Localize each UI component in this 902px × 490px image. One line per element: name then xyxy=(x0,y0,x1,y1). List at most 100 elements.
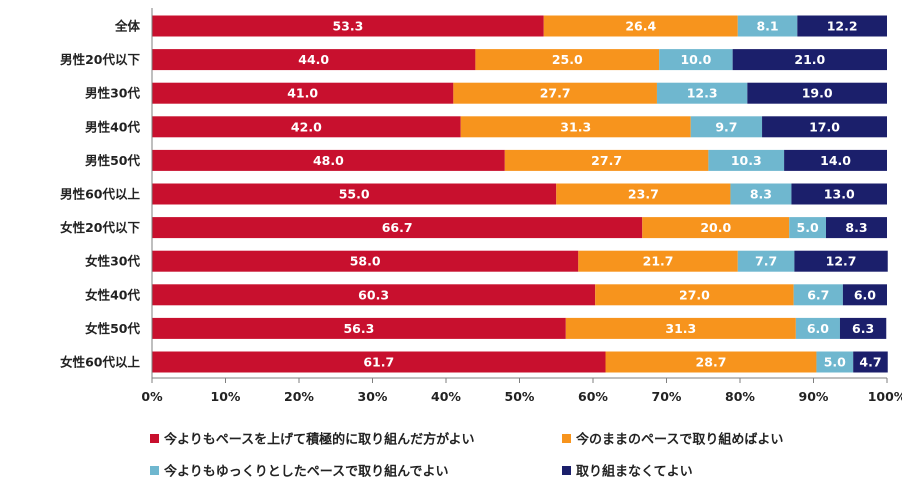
data-label: 8.1 xyxy=(756,19,778,34)
data-label: 6.0 xyxy=(854,287,876,302)
data-label: 6.0 xyxy=(807,321,829,336)
data-label: 44.0 xyxy=(298,52,329,67)
data-label: 23.7 xyxy=(628,187,659,202)
data-label: 20.0 xyxy=(700,220,731,235)
data-label: 58.0 xyxy=(350,254,381,269)
data-label: 17.0 xyxy=(809,119,840,134)
bar-全体-series-1 xyxy=(152,15,544,37)
bar-女性60代以上-series-2 xyxy=(605,351,817,373)
data-label: 41.0 xyxy=(287,86,318,101)
data-label: 25.0 xyxy=(552,52,583,67)
data-label: 27.7 xyxy=(540,86,571,101)
data-label: 28.7 xyxy=(696,355,727,370)
bar-男性20代以下-series-3 xyxy=(659,49,733,71)
data-label: 5.0 xyxy=(824,355,846,370)
bar-男性40代-series-4 xyxy=(762,116,887,138)
category-axis: 全体男性20代以下男性30代男性40代男性50代男性60代以上女性20代以下女性… xyxy=(60,19,140,370)
bar-男性50代-series-3 xyxy=(708,149,785,171)
data-label: 10.3 xyxy=(731,153,762,168)
bar-女性30代-series-1 xyxy=(152,250,579,272)
data-label: 26.4 xyxy=(625,19,656,34)
data-label: 56.3 xyxy=(343,321,374,336)
data-label: 6.3 xyxy=(852,321,874,336)
bar-女性40代-series-3 xyxy=(793,284,843,306)
bar-男性30代-series-3 xyxy=(656,82,748,104)
data-label: 21.7 xyxy=(643,254,674,269)
data-label: 31.3 xyxy=(560,119,591,134)
bar-女性20代以下-series-2 xyxy=(642,217,790,239)
category-label: 男性60代以上 xyxy=(60,187,140,202)
bar-男性60代以上-series-3 xyxy=(730,183,792,205)
bar-女性30代-series-4 xyxy=(794,250,888,272)
data-label: 8.3 xyxy=(845,220,867,235)
bar-全体-series-3 xyxy=(737,15,798,37)
data-label: 12.3 xyxy=(687,86,718,101)
x-tick-label: 50% xyxy=(505,389,535,404)
bar-女性20代以下-series-4 xyxy=(826,217,887,239)
bar-女性30代-series-2 xyxy=(578,250,738,272)
bar-女性40代-series-1 xyxy=(152,284,596,306)
data-label: 8.3 xyxy=(750,187,772,202)
data-label: 12.7 xyxy=(826,254,857,269)
x-tick-label: 20% xyxy=(284,389,314,404)
data-label: 61.7 xyxy=(363,355,394,370)
category-label: 女性50代 xyxy=(85,321,140,336)
data-label: 6.7 xyxy=(807,287,829,302)
data-label: 9.7 xyxy=(715,119,737,134)
category-label: 男性50代 xyxy=(85,153,140,168)
data-label: 14.0 xyxy=(820,153,851,168)
bar-女性50代-series-2 xyxy=(565,317,796,339)
bar-全体-series-4 xyxy=(797,15,887,37)
category-label: 女性40代 xyxy=(85,287,140,302)
category-label: 男性20代以下 xyxy=(60,52,140,67)
data-label: 13.0 xyxy=(824,187,855,202)
data-label: 7.7 xyxy=(755,254,777,269)
bar-男性50代-series-4 xyxy=(784,149,887,171)
x-tick-label: 90% xyxy=(799,389,829,404)
bar-女性60代以上-series-3 xyxy=(816,351,854,373)
bar-女性50代-series-1 xyxy=(152,317,566,339)
bar-男性40代-series-2 xyxy=(460,116,691,138)
bar-男性60代以上-series-1 xyxy=(152,183,557,205)
data-label: 55.0 xyxy=(339,187,370,202)
bar-男性60代以上-series-2 xyxy=(556,183,731,205)
x-tick-label: 80% xyxy=(725,389,755,404)
plot-area: 53.3 26.4 8.1 12.2 44.0 25.0 10.0 21.0 41.0 27.7 1… xyxy=(152,15,888,373)
legend-label: 取り組まなくてよい xyxy=(576,464,693,480)
x-tick-label: 0% xyxy=(141,389,163,404)
bar-女性40代-series-4 xyxy=(842,284,887,306)
category-label: 男性40代 xyxy=(85,119,140,134)
data-label: 60.3 xyxy=(358,287,389,302)
legend-label: 今よりもペースを上げて積極的に取り組んだ方がよい xyxy=(163,432,474,448)
data-label: 12.2 xyxy=(827,19,858,34)
data-label: 31.3 xyxy=(665,321,696,336)
category-label: 女性60代以上 xyxy=(60,355,140,370)
category-label: 女性20代以下 xyxy=(60,220,140,235)
bar-女性60代以上-series-1 xyxy=(152,351,606,373)
bar-男性40代-series-1 xyxy=(152,116,461,138)
data-label: 48.0 xyxy=(313,153,344,168)
category-label: 全体 xyxy=(114,19,141,34)
bar-女性50代-series-4 xyxy=(839,317,887,339)
bar-男性60代以上-series-4 xyxy=(791,183,887,205)
x-tick-label: 100% xyxy=(868,389,902,404)
legend-swatch xyxy=(150,466,159,475)
bar-全体-series-2 xyxy=(543,15,738,37)
x-tick-label: 10% xyxy=(211,389,241,404)
x-tick-label: 40% xyxy=(431,389,461,404)
data-label: 4.7 xyxy=(859,355,881,370)
bar-女性20代以下-series-3 xyxy=(789,217,826,239)
data-label: 53.3 xyxy=(332,19,363,34)
category-label: 男性30代 xyxy=(85,86,140,101)
x-tick-label: 70% xyxy=(652,389,682,404)
data-label: 19.0 xyxy=(802,86,833,101)
x-tick-label: 30% xyxy=(358,389,388,404)
x-tick-label: 60% xyxy=(578,389,608,404)
legend-label: 今のままのペースで取り組めばよい xyxy=(575,432,783,448)
bar-女性60代以上-series-4 xyxy=(853,351,888,373)
bar-男性20代以下-series-1 xyxy=(152,49,476,71)
bar-男性30代-series-4 xyxy=(747,82,887,104)
data-label: 42.0 xyxy=(291,119,322,134)
